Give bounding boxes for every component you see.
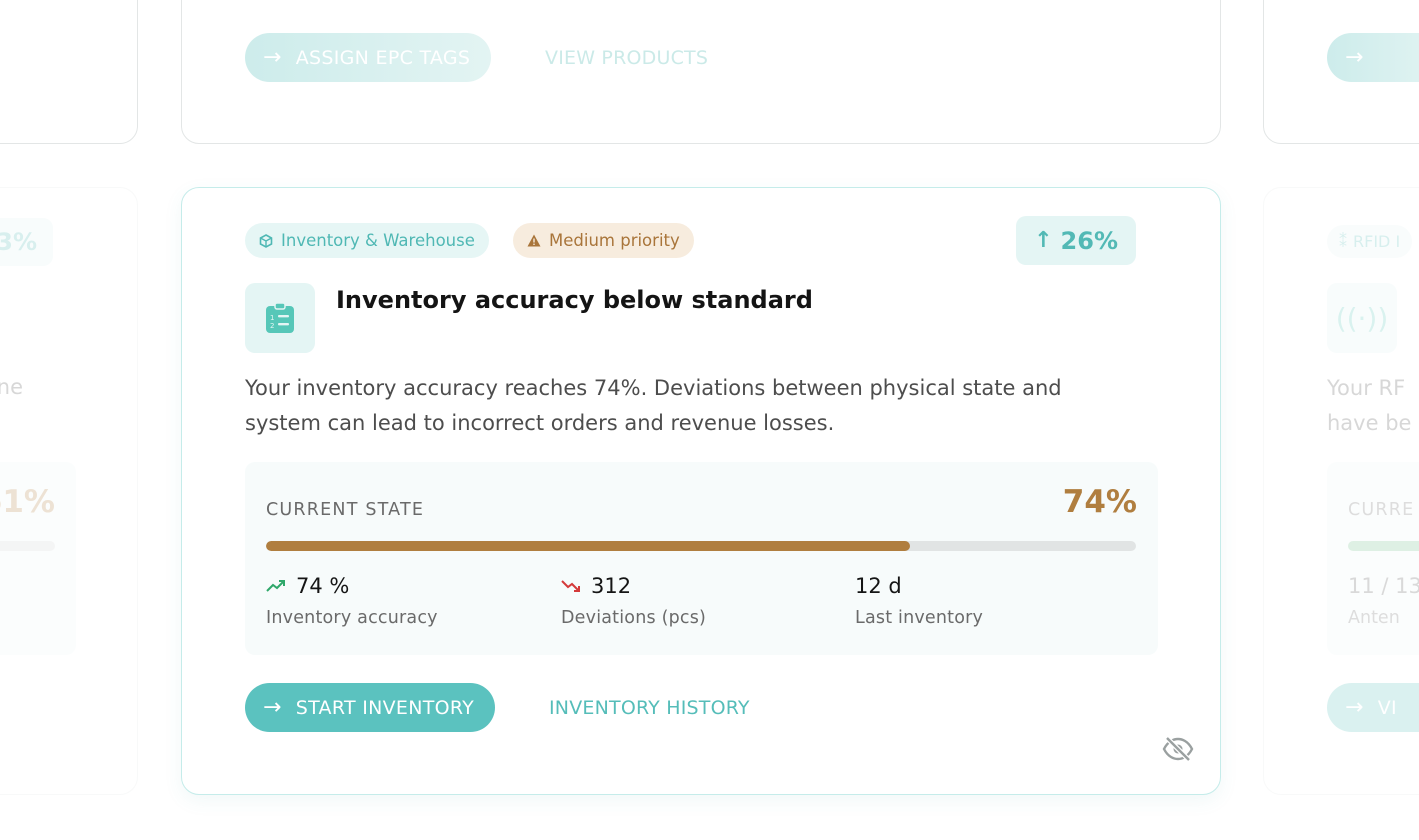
metric-last-inventory: 12 d Last inventory (855, 574, 984, 628)
progress-bar (266, 541, 1136, 551)
clipboard-list-icon: 1 2 (245, 283, 315, 353)
view-products-link[interactable]: VIEW PRODUCTS (545, 47, 709, 69)
current-state-panel: CURRENT STATE 74% 74 % Inventory accurac… (245, 462, 1158, 655)
left-trend-badge: 3% (0, 218, 53, 266)
right-state-panel: CURRE 11 / 13 Anten (1327, 462, 1419, 655)
left-progress-bar (0, 541, 55, 551)
priority-chip: Medium priority (513, 223, 694, 258)
inventory-history-link[interactable]: INVENTORY HISTORY (549, 697, 750, 719)
warning-icon (527, 234, 541, 247)
right-progress-bar (1348, 541, 1419, 551)
top-right-card: → (1263, 0, 1419, 144)
metric-inventory-accuracy: 74 % Inventory accuracy (266, 574, 438, 628)
right-category-chip: ⁑ RFID I (1327, 225, 1413, 258)
metric-deviations: 312 Deviations (pcs) (561, 574, 707, 628)
trend-down-icon (561, 580, 580, 592)
trend-up-icon (266, 580, 285, 592)
progress-bar-fill (266, 541, 910, 551)
start-inventory-button[interactable]: → START INVENTORY (245, 683, 496, 732)
left-recommendation-card: 3% ne 61% (0, 187, 138, 795)
inventory-accuracy-card: Inventory & Warehouse Medium priority ↑ … (181, 187, 1221, 795)
trend-badge: ↑ 26% (1016, 216, 1136, 265)
left-state-panel: 61% (0, 462, 76, 655)
left-state-value: 61% (0, 484, 55, 520)
card-title: Inventory accuracy below standard (336, 286, 813, 314)
top-right-button[interactable]: → (1327, 33, 1419, 82)
assign-epc-tags-button[interactable]: → ASSIGN EPC TAGS (245, 33, 492, 82)
arrow-up-icon: ↑ (1034, 228, 1053, 253)
current-state-label: CURRENT STATE (266, 500, 425, 520)
arrow-right-icon: → (263, 44, 282, 70)
top-left-card (0, 0, 138, 144)
card-description: Your inventory accuracy reaches 74%. Dev… (245, 376, 1062, 435)
current-state-value: 74% (1062, 484, 1137, 520)
antenna-icon: ⁑ (1339, 232, 1347, 251)
cube-icon (259, 233, 273, 248)
eye-off-icon[interactable] (1162, 736, 1194, 766)
right-desc-fragment: Your RF have be (1327, 376, 1412, 435)
arrow-right-icon: → (1345, 694, 1364, 720)
category-chip: Inventory & Warehouse (245, 223, 489, 258)
arrow-right-icon: → (1345, 44, 1364, 70)
right-view-button[interactable]: → VI (1327, 683, 1419, 732)
svg-text:2: 2 (270, 322, 274, 330)
rfid-antenna-icon: ((·)) (1327, 283, 1397, 353)
top-recommendation-card: → ASSIGN EPC TAGS VIEW PRODUCTS (181, 0, 1221, 144)
left-desc-fragment: ne (0, 375, 23, 399)
svg-text:1: 1 (270, 314, 274, 322)
right-recommendation-card: ⁑ RFID I ((·)) Your RF have be CURRE 11 … (1263, 187, 1419, 795)
arrow-right-icon: → (263, 694, 282, 720)
